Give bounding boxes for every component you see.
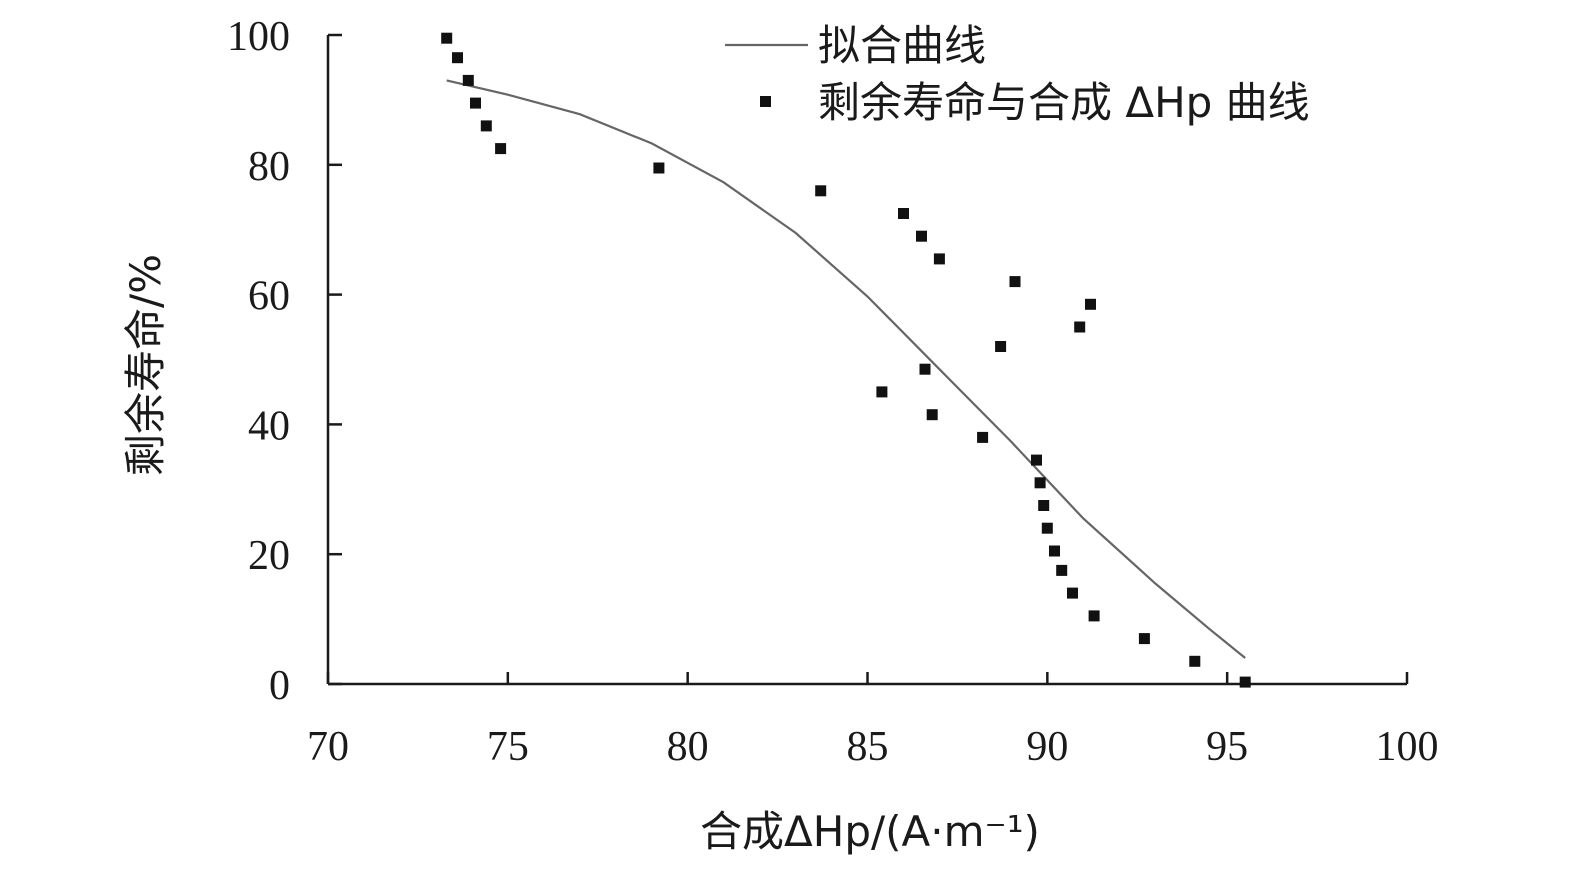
x-tick-label: 70	[307, 724, 349, 770]
scatter-point	[1049, 545, 1060, 557]
y-tick-label: 0	[269, 663, 290, 709]
y-tick-label: 60	[248, 274, 290, 320]
scatter-point	[876, 386, 888, 398]
scatter-point	[1031, 454, 1042, 466]
scatter-point	[653, 162, 665, 174]
scatter-point	[470, 97, 481, 109]
x-axis-label: 合成ΔHp/(A·m⁻¹)	[700, 807, 1040, 856]
scatter-point	[1041, 522, 1053, 534]
y-tick-label: 40	[248, 403, 290, 449]
legend: 拟合曲线 剩余寿命与合成 ΔHp 曲线	[725, 21, 1310, 127]
scatter-point	[495, 143, 507, 155]
scatter-point	[1088, 610, 1100, 622]
scatter-point	[815, 185, 827, 197]
y-axis-ticks: 0 20 40 60 80 100	[227, 14, 342, 709]
scatter-point	[441, 32, 453, 44]
scatter-point	[452, 52, 463, 64]
x-tick-label: 95	[1206, 724, 1248, 770]
legend-marker-swatch	[760, 96, 771, 107]
scatter-point	[462, 74, 474, 86]
scatter-point	[1067, 587, 1078, 599]
scatter-point	[1056, 564, 1068, 576]
scatter-point	[933, 253, 945, 265]
scatter-point	[1038, 500, 1050, 511]
scatter-point	[995, 341, 1007, 352]
scatter-point	[1009, 276, 1021, 288]
scatter-point	[916, 230, 927, 242]
scatter-point	[926, 409, 938, 421]
legend-label-fit-curve: 拟合曲线	[818, 21, 986, 70]
x-tick-label: 85	[847, 724, 889, 770]
y-tick-label: 100	[227, 14, 290, 60]
y-tick-label: 20	[248, 533, 290, 579]
scatter-point	[1034, 477, 1046, 489]
scatter-point	[898, 208, 909, 219]
scatter-series	[441, 32, 1251, 688]
x-tick-label: 75	[487, 724, 529, 770]
scatter-point	[1085, 298, 1096, 310]
x-tick-label: 80	[667, 724, 709, 770]
scatter-point	[1074, 321, 1086, 333]
fit-curve-line	[446, 79, 1246, 659]
x-tick-label: 100	[1376, 724, 1439, 770]
scatter-point	[1189, 655, 1201, 667]
scatter-point	[480, 120, 492, 132]
y-axis-label: 剩余寿命/%	[121, 254, 170, 476]
scatter-point	[919, 363, 931, 375]
scatter-point	[1138, 633, 1150, 645]
x-axis-ticks: 70 75 80 85 90 95 100	[307, 672, 1439, 770]
legend-label-scatter: 剩余寿命与合成 ΔHp 曲线	[818, 78, 1310, 127]
scatter-point	[977, 431, 989, 443]
y-tick-label: 80	[248, 144, 290, 190]
scatter-point	[1239, 676, 1251, 688]
x-tick-label: 90	[1026, 724, 1068, 770]
